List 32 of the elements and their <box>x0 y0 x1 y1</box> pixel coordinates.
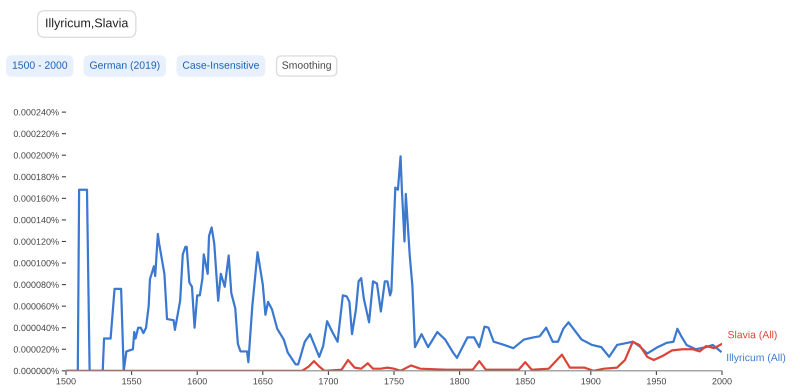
series-label: Illyricum (All) <box>727 354 786 364</box>
chart-title: Illyricum,Slavia <box>46 18 128 30</box>
x-tick-label: 1900 <box>581 378 600 384</box>
x-tick-label: 1750 <box>384 378 404 384</box>
text: Smoothing <box>282 61 331 71</box>
x-tick-label: 1650 <box>253 378 272 384</box>
x-tick-label: 1550 <box>122 378 142 384</box>
y-tick-label: 0.000160% <box>14 195 59 202</box>
x-tick-label: 1500 <box>56 378 76 384</box>
x-tick-label: 1600 <box>188 378 207 384</box>
y-tick-label: 0.000100% <box>14 260 59 266</box>
y-tick-label: 0.000180% <box>14 174 59 180</box>
line-series <box>66 340 722 371</box>
y-tick-label: 0.000020% <box>14 346 59 353</box>
x-tick-label: 1850 <box>516 378 535 384</box>
y-tick-label: 0.000200% <box>14 152 59 159</box>
x-tick-label: 1700 <box>319 378 338 384</box>
text: German (2019) <box>90 61 160 71</box>
x-tick-label: 1800 <box>450 378 470 384</box>
text: Case-Insensitive <box>182 61 259 69</box>
y-tick-label: 0.000080% <box>14 282 59 288</box>
y-tick-label: 0.000140% <box>14 216 59 224</box>
text: 1500 - 2000 <box>12 61 68 69</box>
y-tick-label: 0.000040% <box>14 324 59 332</box>
x-tick-label: 1950 <box>647 378 666 384</box>
y-tick-label: 0.000220% <box>14 130 59 138</box>
series-label: Slavia (All) <box>728 330 777 340</box>
x-tick-label: 2000 <box>712 378 732 384</box>
y-tick-label: 0.000000% <box>14 368 59 374</box>
y-tick-label: 0.000240% <box>14 109 59 116</box>
y-tick-label: 0.000120% <box>14 238 59 245</box>
y-tick-label: 0.000060% <box>14 303 59 310</box>
